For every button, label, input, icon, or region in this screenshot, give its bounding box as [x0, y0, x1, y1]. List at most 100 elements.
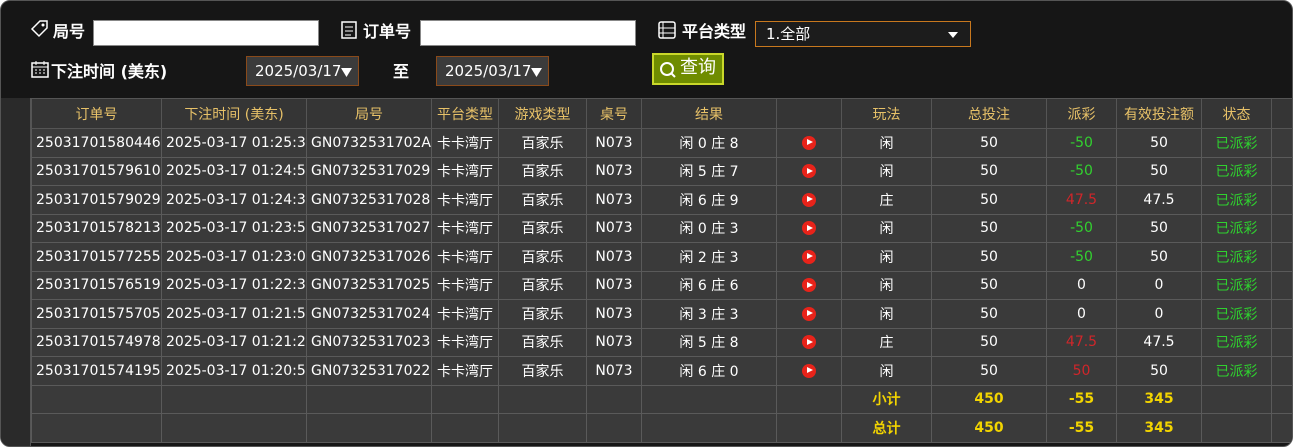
- dropdown-arrow: [531, 68, 542, 77]
- cell: GN07325317026: [306, 242, 432, 272]
- order-label: 订单号: [363, 22, 412, 41]
- table-row: 250317015782135 2025-03-17 01:23:52 GN0732…: [31, 213, 1292, 243]
- cell: GN0732531702A: [306, 128, 432, 158]
- cell: 百家乐: [498, 299, 587, 329]
- cell: 闲: [841, 356, 932, 386]
- cell: 卡卡湾厅: [431, 213, 499, 243]
- cell: 50: [931, 156, 1047, 186]
- cell: [776, 384, 842, 414]
- play-icon[interactable]: [802, 278, 816, 293]
- cell: 0: [1046, 270, 1117, 300]
- cell: 250317015749782: [31, 327, 162, 357]
- cell: N073: [586, 327, 642, 357]
- cell: 250317015782135: [31, 213, 162, 243]
- total-bet: 450: [931, 384, 1047, 414]
- cell: 闲 2 庄 3: [641, 242, 777, 272]
- cell: GN07325317028: [306, 185, 432, 215]
- cell: N073: [586, 270, 642, 300]
- cell: GN07325317025: [306, 270, 432, 300]
- cell: 2025-03-17 01:24:57: [161, 156, 307, 186]
- cell: 已派彩: [1201, 242, 1272, 272]
- cell: 2025-03-17 01:23:09: [161, 242, 307, 272]
- cell: -50: [1046, 128, 1117, 158]
- play-icon[interactable]: [802, 335, 816, 350]
- order-input[interactable]: [420, 20, 636, 46]
- cell: 卡卡湾厅: [431, 242, 499, 272]
- query-button[interactable]: 查询: [652, 53, 724, 85]
- cell: 50: [1116, 213, 1202, 243]
- round-label: 局号: [53, 22, 86, 41]
- cell: -50: [1046, 156, 1117, 186]
- cell: [161, 384, 307, 414]
- column-header: 订单号: [31, 98, 162, 129]
- cell: 2025-03-17 01:25:35: [161, 128, 307, 158]
- cell: [1271, 299, 1292, 329]
- cell: 50: [931, 242, 1047, 272]
- cell: 闲 6 庄 0: [641, 356, 777, 386]
- calendar-icon: [31, 61, 49, 78]
- cell: 已派彩: [1201, 270, 1272, 300]
- cell: [31, 384, 162, 414]
- subtotal-row: 小计 450 -55 345: [31, 384, 1292, 414]
- play-icon[interactable]: [802, 135, 816, 150]
- cell: [1271, 413, 1292, 443]
- platform-value: 1.全部: [766, 25, 811, 43]
- cell: [306, 413, 432, 443]
- cell: 2025-03-17 01:21:27: [161, 327, 307, 357]
- cell: 卡卡湾厅: [431, 327, 499, 357]
- cell: 250317015765190: [31, 270, 162, 300]
- date-from[interactable]: 2025/03/17: [246, 56, 359, 86]
- cell: 闲: [841, 242, 932, 272]
- video-cell: [776, 299, 842, 329]
- play-icon[interactable]: [802, 164, 816, 179]
- play-icon[interactable]: [802, 192, 816, 207]
- cell: [1271, 128, 1292, 158]
- cell: 250317015772556: [31, 242, 162, 272]
- total-label: 总计: [841, 413, 932, 443]
- cell: 250317015796105: [31, 156, 162, 186]
- cell: 50: [931, 213, 1047, 243]
- date-to[interactable]: 2025/03/17: [436, 56, 549, 86]
- cell: 47.5: [1116, 185, 1202, 215]
- cell: [1271, 270, 1292, 300]
- column-header: 玩法: [841, 98, 932, 129]
- play-icon[interactable]: [802, 363, 816, 378]
- cell: N073: [586, 299, 642, 329]
- cell: 闲 6 庄 6: [641, 270, 777, 300]
- tag-icon: [30, 20, 48, 38]
- to-label: 至: [393, 62, 410, 81]
- table-row: 250317015804462 2025-03-17 01:25:35 GN0732…: [31, 128, 1292, 158]
- cell: 百家乐: [498, 213, 587, 243]
- cell: 50: [931, 327, 1047, 357]
- cell: 50: [931, 356, 1047, 386]
- cell: 卡卡湾厅: [431, 299, 499, 329]
- cell: 庄: [841, 327, 932, 357]
- cell: [1201, 384, 1272, 414]
- column-header: 有效投注额: [1116, 98, 1202, 129]
- query-text: 查询: [680, 57, 716, 78]
- column-header: 结果: [641, 98, 777, 129]
- cell: 250317015757051: [31, 299, 162, 329]
- cell: 卡卡湾厅: [431, 356, 499, 386]
- list-icon: [658, 21, 676, 39]
- play-icon[interactable]: [802, 306, 816, 321]
- video-cell: [776, 327, 842, 357]
- cell: [641, 413, 777, 443]
- cell: [1271, 384, 1292, 414]
- round-input[interactable]: [93, 20, 319, 46]
- platform-select[interactable]: 1.全部: [755, 21, 971, 47]
- cell: N073: [586, 128, 642, 158]
- play-icon[interactable]: [802, 221, 816, 236]
- cell: 闲: [841, 299, 932, 329]
- cell: 庄: [841, 185, 932, 215]
- cell: 50: [931, 270, 1047, 300]
- play-icon[interactable]: [802, 249, 816, 264]
- column-header: 派: [1271, 98, 1292, 129]
- column-header: 总投注: [931, 98, 1047, 129]
- cell: N073: [586, 185, 642, 215]
- cell: [586, 413, 642, 443]
- cell: GN07325317022: [306, 356, 432, 386]
- doc-icon: [341, 21, 357, 39]
- cell: 闲 0 庄 8: [641, 128, 777, 158]
